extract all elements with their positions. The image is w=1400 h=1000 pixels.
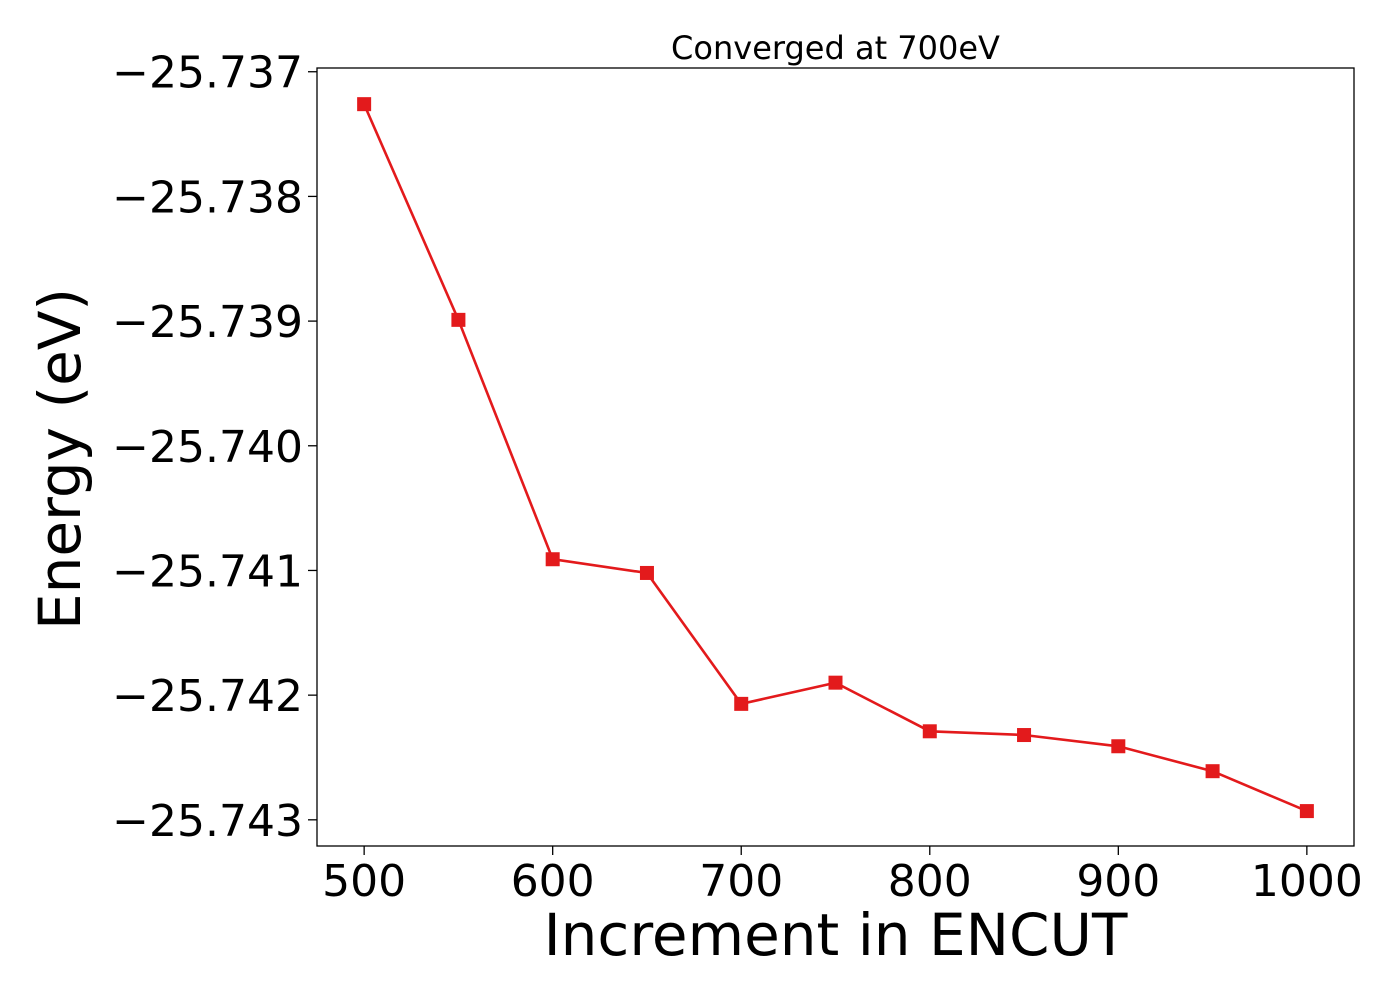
y-tick-label: −25.741	[112, 546, 303, 597]
y-tick-label: −25.737	[112, 48, 303, 99]
data-point-marker	[1299, 804, 1314, 819]
data-point-marker	[922, 724, 937, 739]
x-axis-ticks: 500 600 700 800 900 1000	[322, 846, 1363, 907]
y-tick-label: −25.740	[112, 422, 303, 473]
data-point-marker	[357, 97, 372, 112]
y-axis-ticks: −25.737 −25.738 −25.739 −25.740 −25.741 −25.7…	[112, 48, 317, 847]
data-point-marker	[1111, 739, 1126, 754]
data-point-marker	[1205, 764, 1220, 779]
x-tick-label: 1000	[1251, 856, 1363, 907]
x-tick-label: 900	[1076, 856, 1160, 907]
series-layer	[357, 97, 1314, 819]
series-line	[362, 103, 1308, 813]
x-tick-label: 800	[888, 856, 972, 907]
x-axis-label: Increment in ENCUT	[544, 901, 1128, 969]
y-tick-label: −25.738	[112, 172, 303, 223]
x-tick-label: 700	[699, 856, 783, 907]
data-point-marker	[828, 675, 843, 690]
plot-frame	[316, 67, 1355, 847]
y-tick-label: −25.743	[112, 796, 303, 847]
x-tick-label: 500	[322, 856, 406, 907]
data-point-marker	[1017, 728, 1032, 743]
y-tick-label: −25.739	[112, 297, 303, 348]
x-tick-label: 600	[511, 856, 595, 907]
y-axis-label: Energy (eV)	[26, 288, 94, 630]
data-point-marker	[639, 565, 654, 580]
chart-title: Converged at 700eV	[671, 29, 1000, 67]
data-point-marker	[734, 696, 749, 711]
y-tick-label: −25.742	[112, 671, 303, 722]
data-point-marker	[545, 552, 560, 567]
data-point-marker	[451, 312, 466, 327]
